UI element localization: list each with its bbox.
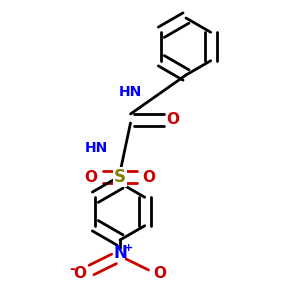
Text: HN: HN xyxy=(84,142,108,155)
Text: HN: HN xyxy=(119,85,142,98)
Text: -: - xyxy=(69,262,75,275)
Text: N: N xyxy=(113,244,127,262)
Text: O: O xyxy=(166,112,179,128)
Text: O: O xyxy=(84,169,98,184)
Text: O: O xyxy=(153,266,167,280)
Text: S: S xyxy=(114,168,126,186)
Text: O: O xyxy=(142,169,156,184)
Text: O: O xyxy=(74,266,87,280)
Text: +: + xyxy=(124,243,133,253)
